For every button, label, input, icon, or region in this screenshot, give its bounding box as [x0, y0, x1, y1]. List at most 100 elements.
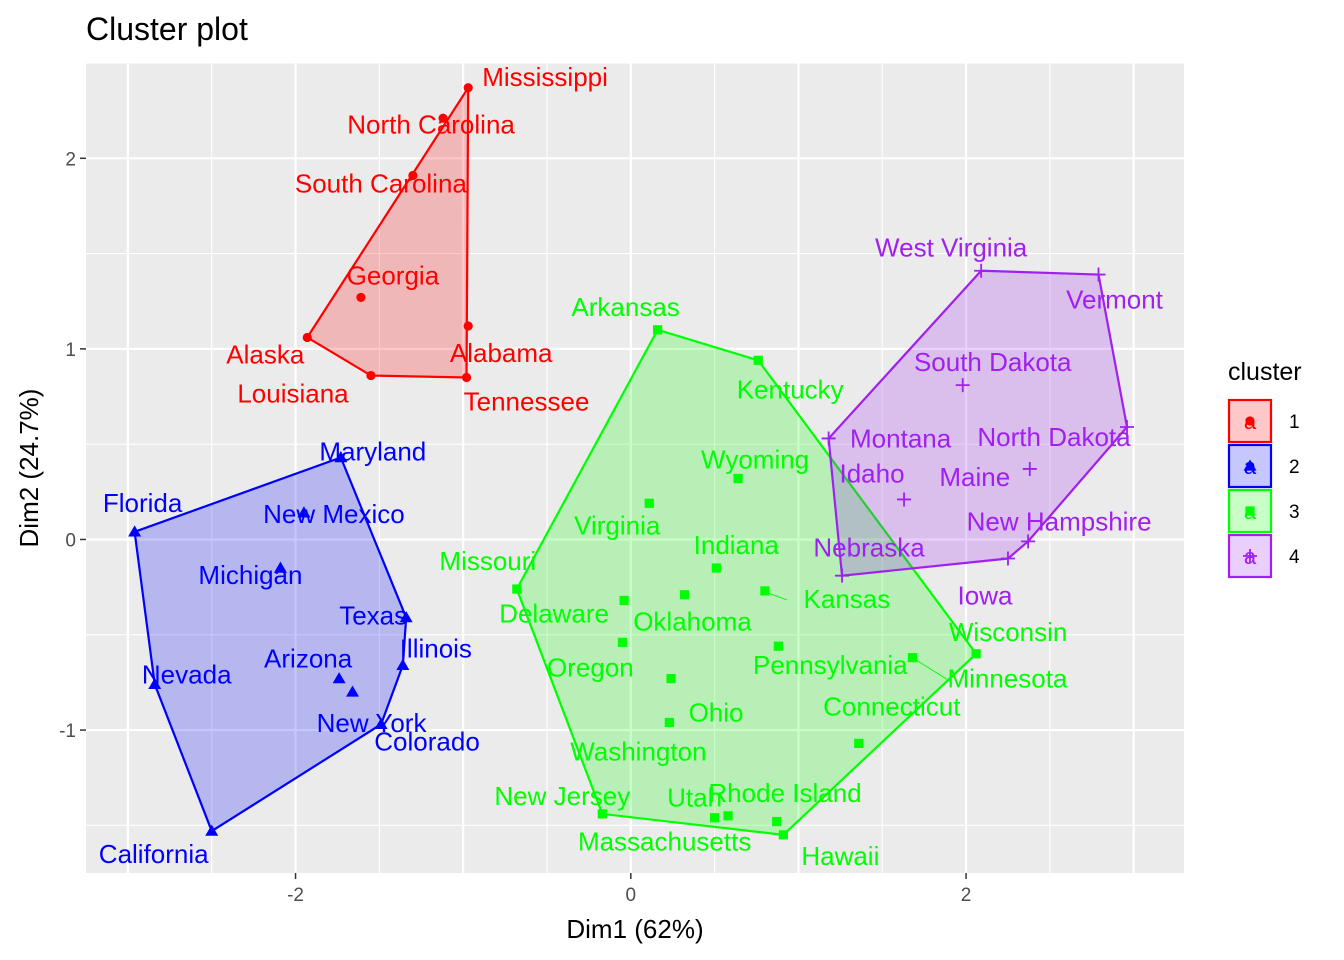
label-new-jersey: New Jersey	[494, 781, 630, 811]
y-tick-label: 1	[65, 340, 76, 361]
point-louisiana	[366, 370, 376, 381]
point-nebraska	[835, 568, 850, 583]
point-washington	[664, 717, 674, 728]
point-michigan	[273, 561, 287, 573]
legend-label-4: 4	[1289, 547, 1300, 568]
point-wyoming	[733, 473, 743, 484]
point-california	[205, 824, 219, 836]
point-virginia	[644, 498, 654, 508]
label-alaska: Alaska	[226, 339, 305, 369]
point-south-carolina	[408, 170, 418, 181]
legend-marker-3	[1245, 506, 1255, 516]
label-georgia: Georgia	[347, 260, 440, 290]
label-kansas: Kansas	[804, 584, 891, 614]
label-washington: Washington	[570, 736, 706, 766]
point-new-mexico	[297, 506, 311, 518]
chart-title: Cluster plot	[86, 11, 248, 47]
point-minnesota	[907, 653, 918, 663]
legend-label-1: 1	[1289, 412, 1300, 433]
label-illinois: Illinois	[400, 633, 472, 663]
legend-label-2: 2	[1289, 457, 1300, 478]
label-maine: Maine	[939, 462, 1010, 492]
label-wisconsin: Wisconsin	[949, 617, 1067, 647]
point-mississippi	[463, 83, 473, 93]
y-tick-label: -1	[59, 721, 76, 742]
point-new-york	[346, 685, 360, 697]
label-utah: Utah	[667, 783, 722, 813]
label-texas: Texas	[339, 601, 407, 631]
point-new-jersey	[597, 809, 607, 819]
point-oklahoma	[679, 590, 690, 600]
legend-glyph-4: a	[1244, 544, 1257, 569]
point-south-dakota	[955, 378, 970, 393]
legend-glyph-3: a	[1244, 499, 1257, 524]
legend-marker-4	[1243, 549, 1257, 563]
label-new-mexico: New Mexico	[263, 499, 405, 529]
label-north-dakota: North Dakota	[977, 422, 1131, 452]
label-mississippi: Mississippi	[482, 62, 608, 92]
label-tennessee: Tennessee	[464, 386, 590, 416]
point-ohio	[666, 674, 676, 684]
label-oklahoma: Oklahoma	[633, 607, 752, 637]
legend-key-1	[1227, 398, 1273, 444]
point-tennessee	[461, 372, 472, 383]
legend-marker-2	[1243, 459, 1257, 471]
label-arkansas: Arkansas	[571, 292, 679, 322]
label-kentucky: Kentucky	[737, 374, 844, 404]
label-south-dakota: South Dakota	[914, 347, 1072, 377]
point-alabama	[463, 321, 473, 331]
x-tick-label: -2	[287, 885, 304, 906]
legend-glyph-1: a	[1244, 409, 1257, 434]
x-tick-label: 2	[961, 885, 972, 906]
label-connectors	[767, 592, 948, 681]
label-new-york: New York	[317, 708, 428, 738]
legend-glyph-2: a	[1244, 454, 1257, 479]
point-kentucky	[753, 355, 763, 365]
point-nevada	[148, 677, 162, 689]
point-illinois	[396, 658, 410, 670]
point-west-virginia	[974, 263, 989, 278]
point-pennsylvania	[773, 641, 783, 651]
point-north-carolina	[438, 113, 448, 123]
label-california: California	[99, 839, 209, 869]
point-missouri	[512, 584, 522, 594]
label-hawaii: Hawaii	[801, 841, 879, 871]
label-iowa: Iowa	[958, 581, 1013, 611]
plot-panel	[86, 63, 1184, 873]
point-connecticut	[854, 738, 864, 748]
label-ohio: Ohio	[689, 698, 744, 728]
legend-marker-1	[1245, 416, 1255, 426]
label-nebraska: Nebraska	[813, 533, 925, 563]
label-north-carolina: North Carolina	[347, 109, 515, 139]
point-texas	[399, 611, 413, 623]
point-idaho	[897, 492, 912, 507]
label-vermont: Vermont	[1066, 285, 1164, 315]
point-hawaii	[778, 830, 788, 840]
label-connecticut: Connecticut	[823, 691, 961, 721]
label-pennsylvania: Pennsylvania	[753, 650, 908, 680]
label-indiana: Indiana	[694, 530, 780, 560]
point-oregon	[617, 637, 628, 647]
point-rhode-island	[723, 811, 733, 821]
point-colorado	[374, 717, 388, 730]
axis-ticks: -2 0 2 -1 0 1 2	[59, 149, 971, 906]
point-new-hampshire	[1021, 534, 1036, 549]
label-west-virginia: West Virginia	[875, 233, 1028, 263]
connector-kansas	[767, 592, 788, 601]
point-kansas	[760, 586, 770, 596]
point-utah	[710, 813, 720, 823]
cluster-2-hull	[133, 456, 408, 833]
legend-items: a 1a 2a 3a 4	[1227, 398, 1300, 579]
point-georgia	[356, 292, 366, 303]
point-massachusetts	[772, 816, 782, 827]
label-louisiana: Louisiana	[237, 379, 349, 409]
label-rhode-island: Rhode Island	[708, 778, 861, 808]
label-colorado: Colorado	[374, 726, 480, 756]
label-arizona: Arizona	[264, 644, 353, 674]
label-nevada: Nevada	[142, 659, 232, 689]
point-delaware	[619, 595, 629, 606]
